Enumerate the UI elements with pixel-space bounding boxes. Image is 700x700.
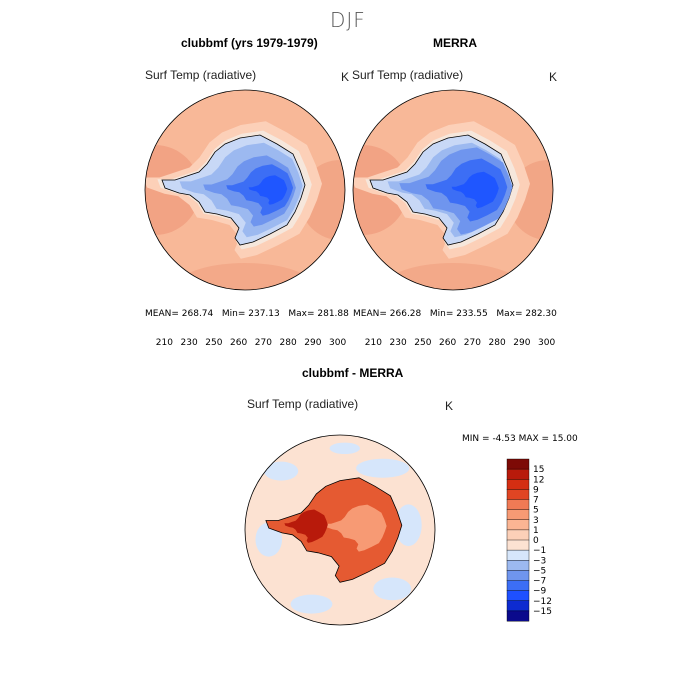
panel-2-units: K xyxy=(549,70,558,84)
panel-2-frame xyxy=(352,89,554,291)
panel-2-min-label: Min= xyxy=(429,309,454,319)
panel-3-colorbar-tick: 9 xyxy=(533,485,539,495)
panel-3-cool-patch-7 xyxy=(329,442,360,454)
panel-3-colorbar-box xyxy=(506,479,530,490)
panel-3-strong-warming xyxy=(284,509,328,543)
main-title: DJF xyxy=(330,8,366,32)
panel-2-warm-edge-south xyxy=(383,263,523,290)
panel-3-cool-patch-3 xyxy=(395,504,422,547)
panel-3-colorbar-box xyxy=(506,499,530,511)
panel-3-colorbar-box xyxy=(506,570,530,581)
panel-3-colorbar-box xyxy=(506,580,530,592)
panel-1-min: 237.13 xyxy=(248,309,280,319)
panel-1-colorbar-tick: 210 xyxy=(156,338,173,348)
panel-1-colorbar-tick: 270 xyxy=(255,338,272,348)
panel-3-colorbar-box xyxy=(506,468,530,480)
panel-2-colorbar-tick: 290 xyxy=(513,338,530,348)
panel-3-colorbar-box xyxy=(506,458,530,470)
panel-3-colorbar-tick: 15 xyxy=(533,465,544,475)
panel-3-colorbar-tick: 0 xyxy=(533,536,539,546)
panel-1-min-label: Min= xyxy=(221,309,246,319)
panel-3-colorbar-box xyxy=(506,610,530,622)
panel-3-colorbar-tick: −1 xyxy=(533,546,546,556)
panel-3-units: K xyxy=(445,399,454,413)
panel-2-colorbar-tick: 300 xyxy=(538,338,555,348)
panel-3-stats: MIN = -4.53 MAX = 15.00 xyxy=(462,434,578,444)
panel-3-colorbar-tick: −9 xyxy=(533,587,547,597)
panel-3-colorbar-box xyxy=(506,590,530,602)
panel-2-stats: MEAN= 266.28 Min= 233.55 Max= 282.30 xyxy=(353,309,557,319)
panel-2-colorbar-tick: 280 xyxy=(489,338,506,348)
panel-3-frame xyxy=(244,434,436,626)
panel-1-title: clubbmf (yrs 1979-1979) xyxy=(181,36,318,50)
panel-3-smaller-warming xyxy=(325,504,387,552)
panel-1-colorbar-tick: 250 xyxy=(205,338,222,348)
panel-1-max-label: Max= xyxy=(288,309,315,319)
panel-3-title: clubbmf - MERRA xyxy=(302,366,404,380)
panel-3-colorbar-box xyxy=(506,509,530,521)
panel-3-max: 15.00 xyxy=(551,434,578,444)
panel-3-cool-patch-5 xyxy=(255,522,283,557)
panel-3-colorbar-tick: 3 xyxy=(533,516,539,526)
panel-3-colorbar-tick: 5 xyxy=(533,506,539,516)
panel-1-colorbar-tick: 260 xyxy=(230,338,247,348)
panel-3-colorbar-tick: −7 xyxy=(533,577,546,587)
panel-1-colorbar-tick: 280 xyxy=(280,338,297,348)
panel-3-antarctica xyxy=(265,477,403,583)
panel-1-frame xyxy=(144,89,346,291)
panel-2-mean: 266.28 xyxy=(389,309,422,319)
panel-2-colorbar-tick: 250 xyxy=(414,338,431,348)
panel-3-colorbar-box xyxy=(506,519,530,531)
panel-3-map xyxy=(245,435,435,625)
panel-3-colorbar-box xyxy=(506,529,530,541)
panel-3-min: -4.53 xyxy=(492,434,516,444)
panel-1-contour-230 xyxy=(248,175,288,205)
panel-3-colorbar-box xyxy=(506,600,530,612)
panel-2-colorbar-tick: 230 xyxy=(390,338,407,348)
panel-1-warm-edge-south xyxy=(175,263,315,290)
panel-1-mean: 268.74 xyxy=(181,309,214,319)
panel-3-variable: Surf Temp (radiative) xyxy=(247,397,359,411)
panel-3-min-label: MIN = xyxy=(462,434,490,444)
panel-3-cool-patch-4 xyxy=(373,577,412,601)
panel-2-max: 282.30 xyxy=(525,309,557,319)
panel-3-colorbar-box xyxy=(506,539,530,551)
panel-2-mean-label: MEAN= xyxy=(353,309,387,319)
panel-3-colorbar-box xyxy=(506,489,530,500)
panel-3-colorbar-tick: 1 xyxy=(533,526,539,536)
panel-2-contour-230 xyxy=(451,171,499,209)
panel-1-map xyxy=(145,90,345,290)
panel-3-colorbar-tick: −3 xyxy=(533,556,546,566)
panel-3-colorbar-tick: −15 xyxy=(533,607,552,617)
panel-2-max-label: Max= xyxy=(496,309,523,319)
panel-1-colorbar-tick: 290 xyxy=(304,338,321,348)
panel-3-colorbar-box xyxy=(506,560,530,571)
panel-1-max: 281.88 xyxy=(317,309,349,319)
panel-2-colorbar-tick: 210 xyxy=(365,338,382,348)
panel-2-variable: Surf Temp (radiative) xyxy=(352,68,464,82)
panel-3-cool-patch-6 xyxy=(290,594,333,614)
panel-3-colorbar-box xyxy=(506,549,530,561)
panel-1-units: K xyxy=(341,70,350,84)
panel-3-colorbar-tick: 7 xyxy=(533,496,539,506)
panel-2-colorbar-tick: 270 xyxy=(464,338,481,348)
panel-1-stats: MEAN= 268.74 Min= 237.13 Max= 281.88 xyxy=(145,309,349,319)
panel-2-min: 233.55 xyxy=(456,309,488,319)
panel-1-colorbar-tick: 300 xyxy=(329,338,346,348)
panel-3-max-label: MAX = xyxy=(518,434,550,444)
panel-1-colorbar-tick: 230 xyxy=(181,338,198,348)
panel-2-title: MERRA xyxy=(433,36,477,50)
panel-2-map xyxy=(353,90,553,290)
panel-3-colorbar-tick: −5 xyxy=(533,566,546,576)
panel-3-cool-patch-2 xyxy=(356,458,410,478)
panel-3-cool-patch-1 xyxy=(264,461,299,481)
panel-1-mean-label: MEAN= xyxy=(145,309,179,319)
panel-1-variable: Surf Temp (radiative) xyxy=(145,68,257,82)
panel-3-colorbar-tick: −12 xyxy=(533,597,552,607)
panel-3-colorbar-tick: 12 xyxy=(533,475,544,485)
panel-2-colorbar-tick: 260 xyxy=(439,338,456,348)
